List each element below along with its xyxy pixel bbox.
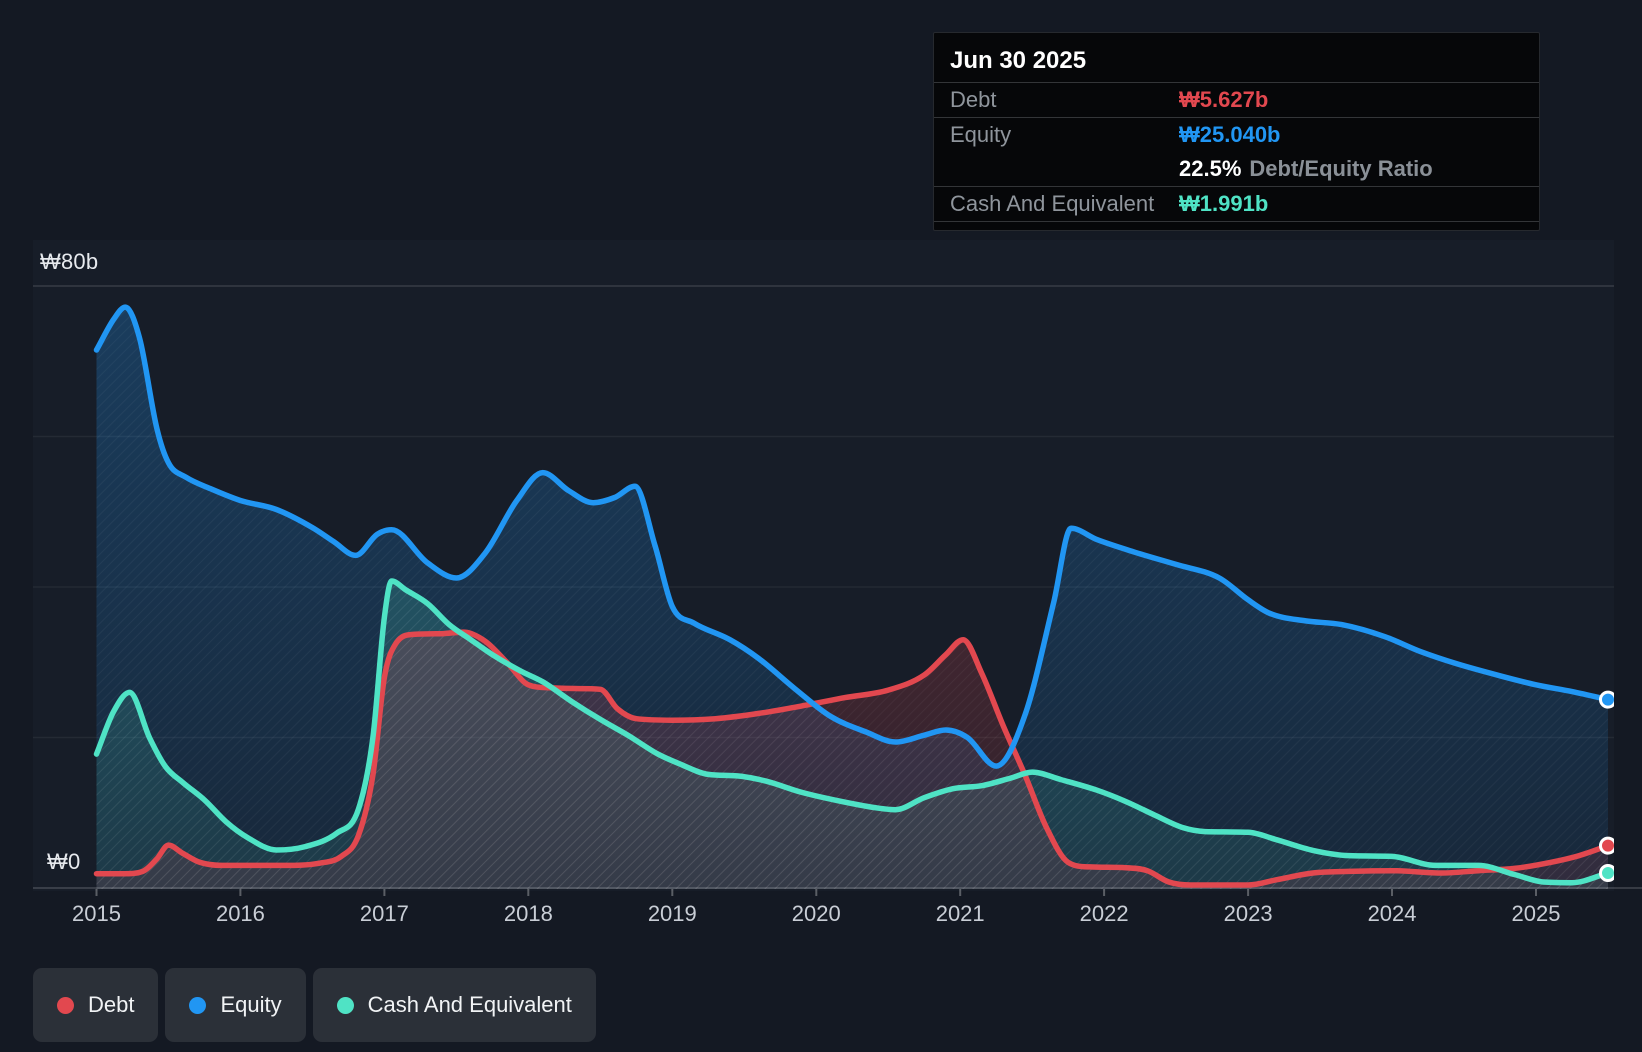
x-tick-label: 2017 xyxy=(359,901,409,926)
tooltip-cash-label: Cash And Equivalent xyxy=(950,191,1155,216)
series-lines xyxy=(93,304,1611,888)
legend-label-cash: Cash And Equivalent xyxy=(367,992,572,1017)
end-dot-equity xyxy=(1599,690,1614,709)
end-dot-debt xyxy=(1599,836,1614,855)
x-tick-label: 2019 xyxy=(647,901,697,926)
x-axis xyxy=(33,887,1642,896)
tooltip-row-equity: Equity ₩25.040b xyxy=(934,117,1539,152)
tooltip-equity-value: ₩25.040b xyxy=(1179,122,1281,147)
line-equity xyxy=(93,304,1611,769)
x-tick-label: 2020 xyxy=(791,901,841,926)
legend-item-equity[interactable]: Equity xyxy=(165,968,306,1042)
equity-color-dot xyxy=(189,996,207,1014)
line-cash-and-equivalent xyxy=(93,578,1611,886)
legend-item-debt[interactable]: Debt xyxy=(33,968,159,1042)
series-fills xyxy=(96,307,1608,890)
chart-legend: Debt Equity Cash And Equivalent xyxy=(33,968,596,1042)
tooltip-debt-label: Debt xyxy=(950,87,997,112)
x-tick-label: 2023 xyxy=(1223,901,1273,926)
tooltip-row-cash: Cash And Equivalent ₩1.991b xyxy=(934,186,1539,222)
tooltip-ratio-value: 22.5% xyxy=(1179,156,1242,181)
x-tick-label: 2021 xyxy=(935,901,985,926)
tooltip-debt-value: ₩5.627b xyxy=(1179,87,1269,112)
x-tick-label: 2018 xyxy=(503,901,553,926)
x-tick-label: 2025 xyxy=(1511,901,1561,926)
x-tick-label: 2016 xyxy=(215,901,265,926)
y-axis-label-0: ₩0 xyxy=(47,849,81,874)
end-point-markers xyxy=(1599,690,1614,882)
legend-label-equity: Equity xyxy=(220,992,282,1017)
tooltip-row-ratio: 22.5% Debt/Equity Ratio xyxy=(934,152,1539,186)
tooltip-equity-label: Equity xyxy=(950,122,1012,147)
tooltip-cash-value: ₩1.991b xyxy=(1179,191,1269,216)
line-debt xyxy=(93,629,1611,888)
cash-color-dot xyxy=(336,996,354,1014)
legend-item-cash[interactable]: Cash And Equivalent xyxy=(312,968,596,1042)
tooltip-ratio-label: Debt/Equity Ratio xyxy=(1249,156,1433,181)
legend-label-debt: Debt xyxy=(88,992,135,1017)
x-tick-label: 2024 xyxy=(1367,901,1417,926)
x-tick-label: 2015 xyxy=(72,901,121,926)
x-tick-label: 2022 xyxy=(1079,901,1129,926)
tooltip-row-debt: Debt ₩5.627b xyxy=(934,82,1539,117)
debt-color-dot xyxy=(57,996,74,1014)
y-axis-label-80b: ₩80b xyxy=(40,249,99,274)
tooltip-date: Jun 30 2025 xyxy=(950,47,1087,74)
chart-tooltip: Jun 30 2025 Debt ₩5.627b Equity ₩25.040b… xyxy=(933,32,1540,231)
end-dot-cash-and-equivalent xyxy=(1599,864,1614,882)
